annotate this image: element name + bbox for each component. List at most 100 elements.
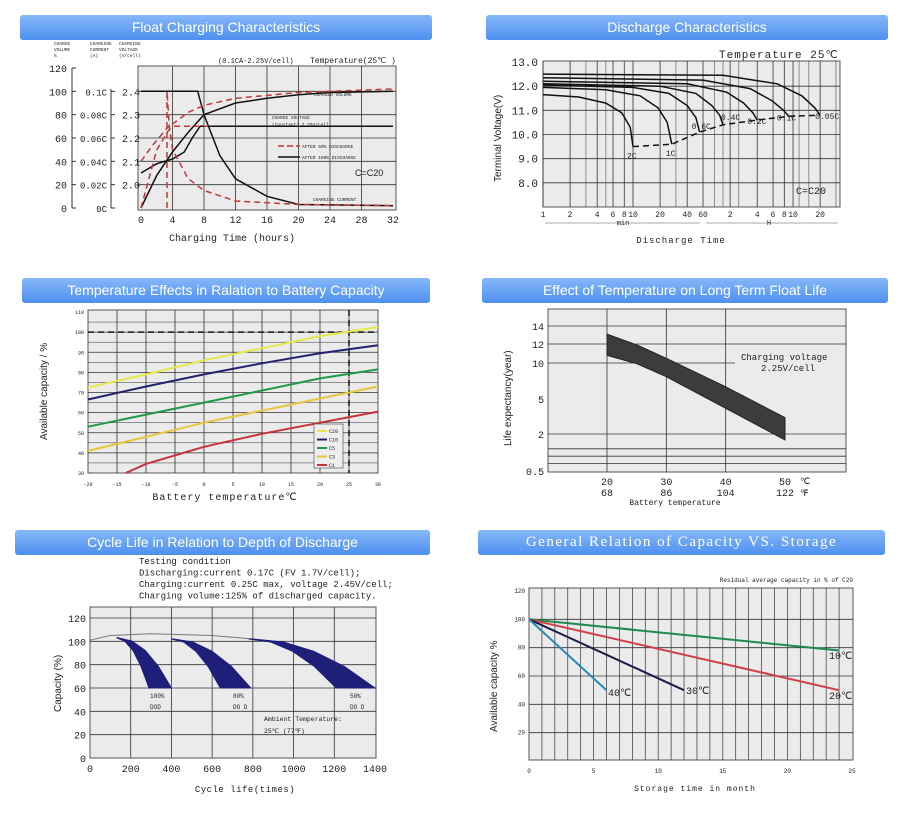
float-yaxis-title: % — [54, 53, 57, 59]
storage-ytick-label: 20 — [518, 730, 526, 737]
float-series-line — [140, 88, 394, 209]
float-series-line — [140, 125, 208, 162]
life-xtick-c-label: 50 — [779, 478, 791, 489]
volume-tick-label: 60 — [55, 135, 67, 146]
discharge-rate-label: 0.05C — [815, 113, 839, 122]
header-storage: General Relation of Capacity VS. Storage — [478, 530, 885, 555]
legend-label: AFTER 50% DISCHARGE — [302, 144, 354, 150]
cycle-xtick-label: 1400 — [363, 765, 387, 776]
discharge-ytick-label: 11.0 — [512, 106, 538, 118]
life-expectancy-band — [606, 333, 786, 441]
float-capacity-ref: C=C20 — [355, 168, 383, 178]
discharge-xtick-label: 20 — [815, 211, 825, 220]
life-ylabel: Life expectancy(year) — [503, 350, 514, 446]
float-yaxis-title: CURRENT — [90, 47, 109, 53]
charging-voltage-value: 2.25V/cell — [761, 364, 815, 374]
cycle-xtick-label: 800 — [244, 765, 262, 776]
storage-series-line — [528, 618, 840, 692]
tempcap-xtick-label: 20 — [317, 482, 323, 488]
float-yaxis-title: (A) — [90, 53, 98, 59]
ambient-temperature-value: 25℃ (77℉) — [264, 728, 305, 735]
storage-ytick-label: 60 — [518, 673, 526, 680]
discharge-xtick-label: 1 — [541, 211, 546, 220]
discharge-xtick-label: 2 — [568, 211, 573, 220]
life-xlabel: Battery temperature — [629, 499, 720, 508]
cycle-xtick-label: 600 — [203, 765, 221, 776]
discharge-xtick-label: 6 — [771, 211, 776, 220]
float-series-line — [141, 90, 394, 207]
float-xtick-label: 24 — [324, 216, 336, 227]
discharge-curve — [542, 80, 758, 121]
hour-unit-label: H — [767, 220, 771, 228]
dod-label: DO D — [233, 704, 248, 711]
tempcap-xtick-label: -20 — [83, 482, 92, 488]
voltage-tick-label: 2.3 — [122, 112, 140, 123]
float-yaxis-title: CHARGING — [90, 41, 112, 47]
discharge-rate-label: 0.6C — [692, 123, 711, 132]
charging-voltage-label: Charging voltage — [741, 353, 827, 363]
storage-xtick-label: 15 — [719, 768, 727, 775]
cycle-ylabel: Capacity (%) — [53, 655, 64, 712]
float-yaxis-title: VOLUME — [54, 47, 71, 53]
float-yaxis-title: VOLTAGE — [119, 47, 138, 53]
tempcap-series-line — [125, 410, 379, 474]
testing-condition-line: Testing condition — [139, 557, 231, 567]
float-xtick-label: 32 — [387, 216, 399, 227]
legend-label: C20 — [329, 429, 338, 435]
cycle-envelope-line — [89, 633, 253, 641]
header-float-life: Effect of Temperature on Long Term Float… — [482, 278, 888, 303]
current-tick-label: 0.1C — [85, 88, 107, 98]
min-unit-label: min — [617, 220, 630, 228]
cycle-ytick-label: 80 — [74, 662, 86, 673]
voltage-tick-label: 2.4 — [122, 88, 140, 99]
tempcap-xtick-label: 0 — [202, 482, 205, 488]
charge-voltage-label: CHARGE VOLTAGE — [272, 115, 310, 121]
legend-label: AFTER 100% DISCHARGE — [302, 155, 356, 161]
life-xtick-c-label: 30 — [660, 478, 672, 489]
tempcap-ytick-label: 40 — [78, 451, 84, 457]
life-ytick-label: 14 — [532, 323, 544, 334]
cycle-ytick-label: 120 — [68, 615, 86, 626]
storage-xtick-label: 0 — [527, 768, 531, 775]
legend-label: C10 — [329, 438, 338, 444]
float-yaxis-title: CHARGING — [119, 41, 141, 47]
storage-xtick-label: 5 — [592, 768, 596, 775]
discharge-xtick-label: 10 — [628, 211, 638, 220]
life-xtick-f-label: 86 — [660, 489, 672, 500]
current-tick-label: 0.02C — [80, 182, 108, 192]
storage-xtick-label: 25 — [848, 768, 856, 775]
storage-series-label: 10℃ — [829, 652, 852, 663]
discharge-xtick-label: 8 — [622, 211, 627, 220]
charge-voltage-sub-label: (Constant) 2.25V/cell — [272, 122, 329, 128]
voltage-tick-label: 2.0 — [122, 182, 140, 193]
tempcap-xtick-label: 5 — [231, 482, 234, 488]
storage-series-label: 30℃ — [686, 687, 709, 698]
life-ytick-label: 12 — [532, 341, 544, 352]
cycle-ytick-label: 60 — [74, 685, 86, 696]
storage-xtick-label: 20 — [784, 768, 792, 775]
cycle-xtick-label: 200 — [122, 765, 140, 776]
storage-plot-area — [528, 587, 854, 761]
dod-percent-label: 50% — [350, 693, 361, 700]
cycle-ytick-label: 40 — [74, 708, 86, 719]
dod-percent-label: 100% — [150, 693, 165, 700]
volume-tick-label: 100 — [49, 88, 67, 99]
tempcap-xtick-label: 15 — [288, 482, 294, 488]
tempcap-xtick-label: 30 — [375, 482, 381, 488]
cycle-xtick-label: 1200 — [322, 765, 346, 776]
discharge-curve — [542, 86, 673, 145]
volume-tick-label: 80 — [55, 112, 67, 123]
cycle-xtick-label: 400 — [162, 765, 180, 776]
tempcap-ytick-label: 60 — [78, 411, 84, 417]
life-xtick-f-label: 122 — [776, 489, 794, 500]
life-xtick-c-label: 20 — [601, 478, 613, 489]
testing-condition-line: Charging volume:125% of discharged capac… — [139, 592, 377, 602]
float-xlabel: Charging Time (hours) — [169, 233, 295, 245]
discharge-ytick-label: 12.0 — [512, 82, 538, 94]
discharge-rate-label: 0.4C — [721, 114, 740, 123]
discharge-plot-area — [542, 60, 841, 208]
voltage-tick-label: 2.1 — [122, 158, 140, 169]
testing-condition-line: Charging:current 0.25C max, voltage 2.45… — [139, 580, 393, 590]
float-temperature-text: Temperature(25℃ ) — [310, 57, 396, 66]
